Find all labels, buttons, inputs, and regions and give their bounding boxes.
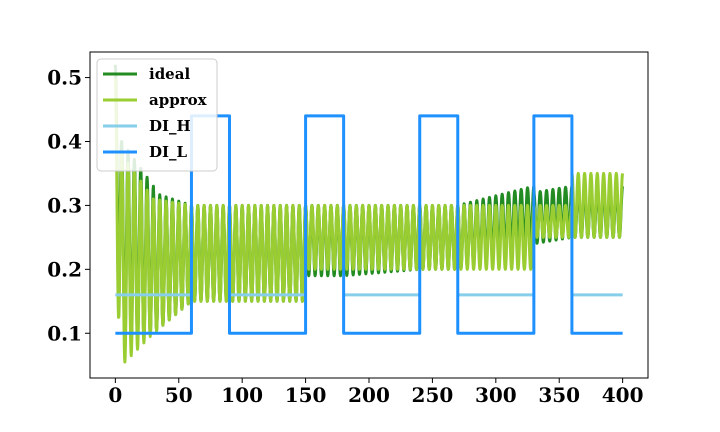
legend-label-di-h: DI_H bbox=[149, 117, 191, 135]
x-tick-label: 300 bbox=[475, 383, 517, 407]
legend-label-di-l: DI_L bbox=[149, 143, 188, 161]
y-tick-label: 0.5 bbox=[47, 66, 82, 90]
y-tick-label: 0.3 bbox=[47, 193, 82, 217]
x-tick-label: 400 bbox=[602, 383, 644, 407]
x-tick-label: 350 bbox=[538, 383, 580, 407]
legend-label-approx: approx bbox=[149, 91, 208, 109]
legend-box bbox=[96, 58, 218, 172]
x-tick-label: 150 bbox=[285, 383, 327, 407]
legend: ideal approx DI_H DI_L bbox=[96, 58, 218, 172]
legend-label-ideal: ideal bbox=[149, 65, 190, 83]
plot-lines bbox=[113, 64, 625, 364]
y-tick-label: 0.2 bbox=[47, 257, 82, 281]
x-tick-label: 100 bbox=[221, 383, 263, 407]
y-tick-label: 0.4 bbox=[47, 129, 82, 153]
x-tick-label: 50 bbox=[165, 383, 193, 407]
y-axis: 0.1 0.2 0.3 0.4 0.5 bbox=[47, 66, 90, 345]
x-tick-label: 0 bbox=[108, 383, 122, 407]
x-axis: 0 50 100 150 200 250 300 350 400 bbox=[108, 378, 644, 407]
series-line-approx bbox=[113, 77, 625, 364]
x-tick-label: 200 bbox=[348, 383, 390, 407]
x-tick-label: 250 bbox=[412, 383, 454, 407]
series-line-di-l bbox=[115, 114, 623, 335]
y-tick-label: 0.1 bbox=[47, 321, 82, 345]
